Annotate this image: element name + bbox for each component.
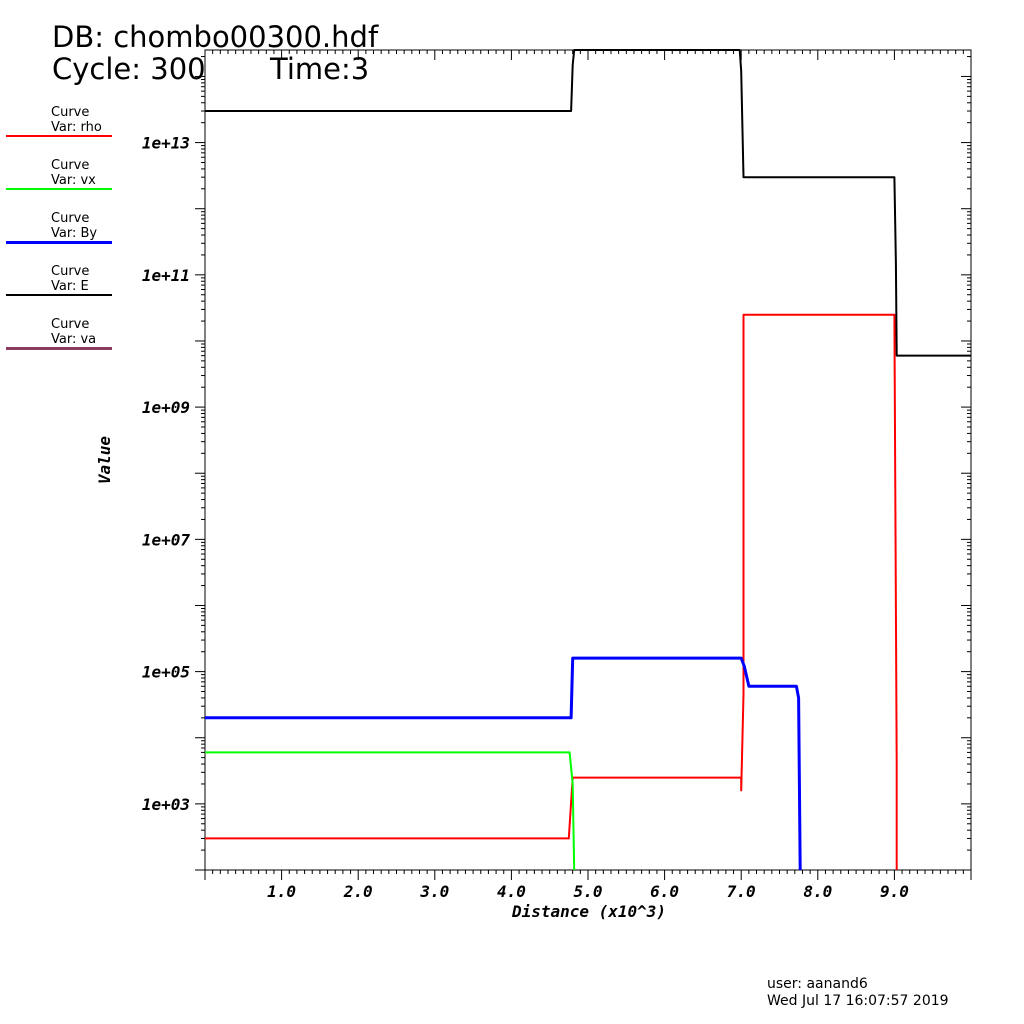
legend-var-label: Var: By	[51, 226, 98, 241]
x-axis-label: Distance (x10^3)	[511, 902, 666, 921]
x-tick-label: 4.0	[497, 882, 526, 901]
x-tick-label: 2.0	[343, 882, 373, 901]
x-tick-label: 5.0	[574, 882, 603, 901]
legend-swatch-rho	[6, 135, 112, 137]
db-title: DB: chombo00300.hdf	[52, 20, 379, 54]
y-tick-label: 1e+11	[142, 266, 190, 285]
y-tick-label: 1e+09	[142, 398, 190, 417]
x-tick-label: 7.0	[727, 882, 756, 901]
x-axis-ticks	[204, 50, 972, 880]
y-tick-label: 1e+03	[142, 795, 190, 814]
footer-user: user: aanand6	[767, 976, 868, 992]
x-tick-label: 9.0	[880, 882, 909, 901]
cycle-label: Cycle: 300	[52, 52, 206, 86]
y-tick-label: 1e+07	[142, 530, 191, 549]
legend-curve-label: Curve	[51, 158, 90, 173]
y-tick-label: 1e+05	[142, 663, 190, 682]
legend-swatch-e	[6, 294, 112, 296]
series-layer	[205, 49, 971, 871]
x-tick-label: 3.0	[419, 882, 449, 901]
legend-var-label: Var: rho	[51, 120, 102, 135]
legend-curve-label: Curve	[51, 105, 90, 120]
x-tick-label: 6.0	[650, 882, 679, 901]
legend-item-e: Curve Var: E	[6, 263, 112, 299]
legend-var-label: Var: va	[51, 332, 97, 347]
x-tick-label: 1.0	[267, 882, 296, 901]
legend-curve-label: Curve	[51, 317, 90, 332]
series-line-rho	[205, 313, 898, 870]
legend-var-label: Var: E	[51, 279, 89, 294]
series-line-e	[205, 49, 971, 357]
footer-date: Wed Jul 17 16:07:57 2019	[767, 993, 949, 1009]
legend-item-vx: Curve Var: vx	[6, 157, 112, 193]
y-tick-label: 1e+13	[142, 134, 190, 153]
plot-frame	[204, 49, 972, 871]
tick-labels: 1e+03 1e+05 1e+07 1e+09 1e+11 1e+13 1.0 2.0 3.0 4…	[142, 134, 909, 901]
legend-item-by: Curve Var: By	[6, 210, 112, 246]
legend-swatch-vx	[6, 188, 112, 190]
legend-curve-label: Curve	[51, 211, 90, 226]
time-label: Time:3	[270, 52, 370, 86]
series-line-by	[205, 656, 802, 871]
legend-item-va: Curve Var: va	[6, 316, 112, 352]
legend-item-rho: Curve Var: rho	[6, 104, 112, 140]
series-line-vx	[205, 751, 576, 871]
x-tick-label: 8.0	[803, 882, 832, 901]
legend-curve-label: Curve	[51, 264, 90, 279]
legend-swatch-va	[6, 347, 112, 350]
legend-swatch-by	[6, 241, 112, 244]
legend-var-label: Var: vx	[51, 173, 96, 188]
y-axis-ticks	[195, 56, 971, 871]
y-axis-label: Value	[95, 436, 114, 485]
